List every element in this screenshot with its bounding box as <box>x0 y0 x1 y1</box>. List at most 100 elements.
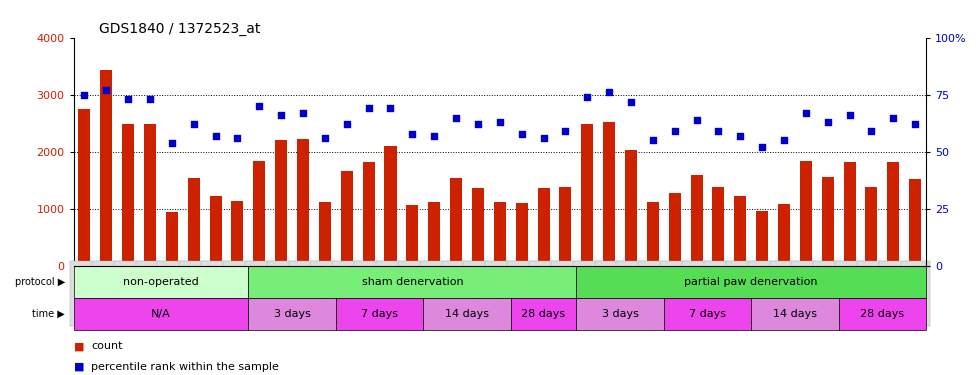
Bar <box>839 298 926 330</box>
Bar <box>560 187 571 266</box>
Point <box>710 128 726 134</box>
Bar <box>647 202 659 266</box>
Text: GSM53203: GSM53203 <box>233 271 242 316</box>
Text: GSM53200: GSM53200 <box>168 271 176 316</box>
Text: GSM53228: GSM53228 <box>845 271 855 316</box>
Bar <box>428 202 440 266</box>
Point <box>602 89 617 95</box>
Text: count: count <box>91 341 122 351</box>
Text: GSM53202: GSM53202 <box>211 271 220 316</box>
Text: 28 days: 28 days <box>860 309 905 319</box>
Bar <box>407 205 418 266</box>
Bar <box>865 188 877 266</box>
Point <box>645 138 661 144</box>
Bar <box>537 188 550 266</box>
Text: GSM53230: GSM53230 <box>889 271 898 316</box>
Bar <box>253 161 266 266</box>
Text: GSM53196: GSM53196 <box>80 271 89 316</box>
Point <box>318 135 333 141</box>
Bar <box>166 212 178 266</box>
Point <box>164 140 179 146</box>
Point <box>98 87 114 93</box>
Text: GSM53232: GSM53232 <box>495 271 505 316</box>
Bar <box>494 202 506 266</box>
Bar <box>318 202 331 266</box>
Bar <box>248 266 576 298</box>
Bar <box>144 124 156 266</box>
Text: GSM53220: GSM53220 <box>758 271 766 316</box>
Point <box>426 133 442 139</box>
Bar <box>844 162 856 266</box>
Bar <box>752 298 839 330</box>
Text: N/A: N/A <box>151 309 171 319</box>
Text: GSM53219: GSM53219 <box>386 271 395 316</box>
Point <box>492 119 508 125</box>
Text: GSM53221: GSM53221 <box>779 271 789 316</box>
Bar <box>668 193 681 266</box>
Bar <box>231 201 243 266</box>
Text: GSM53199: GSM53199 <box>145 271 155 316</box>
Text: GSM53226: GSM53226 <box>452 271 461 316</box>
Bar <box>603 122 615 266</box>
Point <box>514 130 529 136</box>
Text: GSM53215: GSM53215 <box>736 271 745 316</box>
Bar <box>515 203 527 266</box>
Point <box>689 117 705 123</box>
Text: GSM53206: GSM53206 <box>626 271 635 316</box>
Text: GDS1840 / 1372523_at: GDS1840 / 1372523_at <box>99 22 261 36</box>
Point <box>732 133 748 139</box>
Point <box>186 122 202 128</box>
Bar <box>100 70 113 266</box>
Bar <box>122 124 134 266</box>
Text: protocol ▶: protocol ▶ <box>15 277 65 287</box>
Text: non-operated: non-operated <box>123 277 199 287</box>
Bar <box>423 298 511 330</box>
Text: ■: ■ <box>74 362 84 372</box>
Text: GSM53197: GSM53197 <box>102 271 111 316</box>
Text: 28 days: 28 days <box>521 309 565 319</box>
Bar <box>450 178 463 266</box>
Point <box>382 105 398 111</box>
Text: GSM53222: GSM53222 <box>802 271 810 316</box>
Bar <box>275 140 287 266</box>
Point <box>666 128 682 134</box>
Text: 7 days: 7 days <box>689 309 726 319</box>
Bar <box>734 196 747 266</box>
Text: GSM53229: GSM53229 <box>867 271 876 316</box>
Text: GSM53216: GSM53216 <box>320 271 329 316</box>
Bar <box>78 109 90 266</box>
Point <box>820 119 836 125</box>
Text: GSM53213: GSM53213 <box>692 271 701 316</box>
Bar <box>248 298 336 330</box>
Text: GSM53234: GSM53234 <box>539 271 548 316</box>
Text: GSM53235: GSM53235 <box>561 271 570 316</box>
Text: 7 days: 7 days <box>361 309 398 319</box>
Text: GSM53223: GSM53223 <box>823 271 832 316</box>
Text: GSM53201: GSM53201 <box>189 271 198 316</box>
Point <box>361 105 376 111</box>
Point <box>842 112 858 118</box>
Text: GSM53233: GSM53233 <box>517 271 526 316</box>
Bar <box>712 187 724 266</box>
Text: time ▶: time ▶ <box>32 309 65 319</box>
Bar <box>341 171 353 266</box>
Point <box>558 128 573 134</box>
Bar <box>909 179 921 266</box>
Bar <box>384 146 397 266</box>
Point <box>623 99 639 105</box>
Text: GSM53227: GSM53227 <box>473 271 482 316</box>
Text: GSM53198: GSM53198 <box>123 271 132 316</box>
Text: GSM53217: GSM53217 <box>342 271 351 316</box>
Bar <box>511 298 576 330</box>
Point <box>886 115 902 121</box>
Bar <box>663 298 752 330</box>
Point <box>76 92 92 98</box>
Bar <box>336 298 423 330</box>
Bar <box>363 162 374 266</box>
Text: GSM53205: GSM53205 <box>605 271 613 316</box>
Bar <box>210 196 221 266</box>
Text: GSM53208: GSM53208 <box>255 271 264 316</box>
Bar <box>887 162 900 266</box>
Text: GSM53214: GSM53214 <box>713 271 723 316</box>
Text: GSM53218: GSM53218 <box>365 271 373 316</box>
